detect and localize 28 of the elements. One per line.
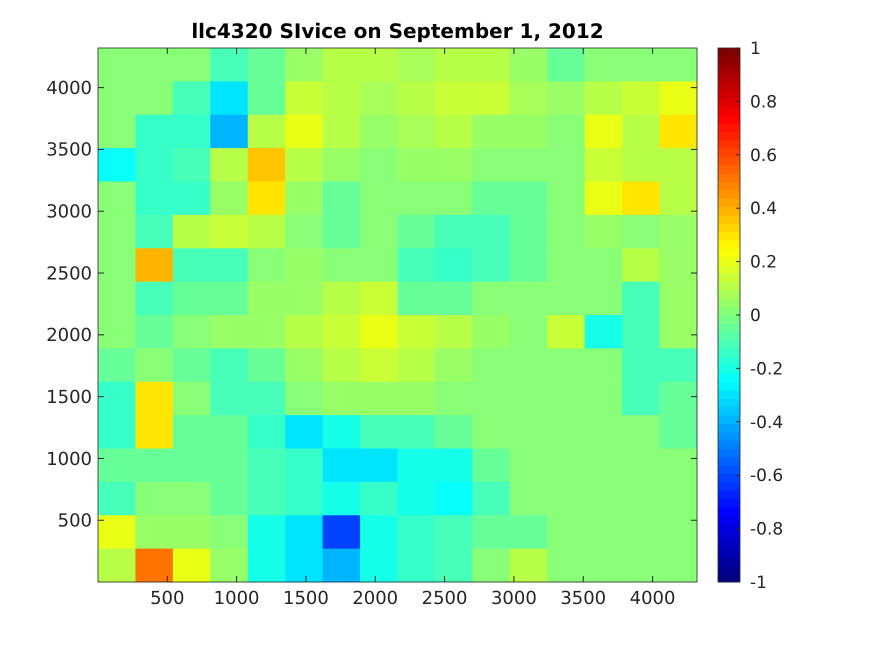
color-bar-label: -1: [750, 572, 767, 593]
color-bar-label: 0.8: [750, 92, 778, 112]
y-tick-label: 500: [58, 510, 92, 532]
color-bar-label: 0: [750, 306, 761, 326]
y-tick-label: 2000: [46, 325, 92, 346]
y-tick-label: 3500: [46, 140, 92, 161]
color-bar-label: 0.6: [750, 146, 778, 166]
y-tick-label: 1500: [46, 386, 92, 408]
y-tick-label: 4000: [46, 78, 92, 99]
color-bar-label: 1: [750, 38, 761, 59]
y-tick-label: 3000: [46, 202, 92, 223]
color-bar-label: -0.8: [750, 520, 784, 540]
x-tick-label: 500: [150, 588, 184, 609]
x-tick-label: 3000: [490, 588, 537, 609]
x-tick-label: 4000: [630, 588, 676, 609]
x-tick-label: 3500: [560, 588, 606, 609]
color-bar-label: -0.4: [750, 412, 784, 433]
x-tick-label: 2000: [352, 588, 398, 609]
color-bar-label: 0.2: [750, 252, 778, 273]
x-tick-label: 1000: [214, 588, 260, 609]
x-tick-label: 2500: [422, 588, 468, 609]
chart-title: llc4320 SIvice on September 1, 2012: [191, 19, 604, 43]
y-tick-label: 2500: [46, 263, 92, 284]
color-bar-label: 0.4: [750, 199, 778, 220]
color-bar-label: -0.6: [750, 466, 784, 486]
x-tick-label: 1500: [283, 588, 329, 609]
color-bar-label: -0.2: [750, 359, 784, 380]
y-tick-label: 1000: [46, 448, 92, 470]
